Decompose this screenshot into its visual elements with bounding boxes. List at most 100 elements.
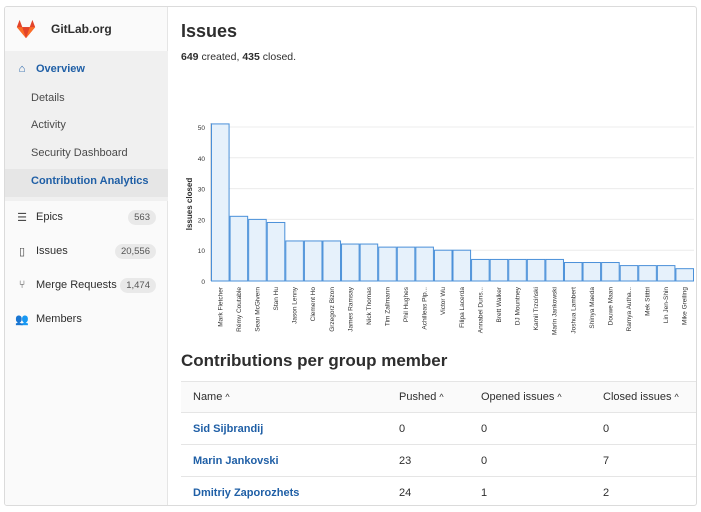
merge-requests-count-badge: 1,474 <box>120 277 156 293</box>
x-tick-label: Joshua Lambert <box>570 287 577 334</box>
closed-issues-cell: 0 <box>603 422 610 435</box>
chart-bar <box>211 123 230 282</box>
issues-icon: ▯ <box>18 245 26 258</box>
sidebar-item-label: Merge Requests <box>36 279 117 291</box>
chart-bar <box>452 249 472 282</box>
opened-issues-cell: 0 <box>481 422 488 435</box>
y-tick-label: 30 <box>198 187 206 194</box>
sort-icon: ^ <box>225 392 230 402</box>
sidebar-item-label: Members <box>36 313 82 325</box>
table-row: Sid Sijbrandij 0 0 0 <box>181 413 696 445</box>
section-title-contributions: Contributions per group member <box>181 351 448 370</box>
column-header-name[interactable]: Name ^ <box>193 391 230 403</box>
group-header[interactable]: GitLab.org <box>5 7 168 51</box>
chart-bar <box>303 240 323 282</box>
chart-bar <box>415 246 434 282</box>
x-tick-label: Filipa Lacerda <box>459 287 466 328</box>
y-tick-label: 10 <box>198 248 206 255</box>
page-title: Issues <box>181 21 238 41</box>
closed-label: closed. <box>262 51 297 63</box>
pushed-cell: 0 <box>399 422 406 435</box>
app-window: GitLab.org ⌂ Overview Details Activity S… <box>4 6 697 506</box>
pushed-cell: 23 <box>399 454 412 467</box>
chart-bar <box>675 268 694 282</box>
opened-issues-cell: 0 <box>481 454 488 467</box>
main-content: Issues 649 created, 435 closed. 0 10 20 30 4… <box>181 7 696 505</box>
sidebar-subitem-activity[interactable]: Activity <box>31 119 66 131</box>
chart-bar <box>471 258 490 282</box>
x-tick-label: Tim Zallmann <box>384 287 391 327</box>
sidebar-item-issues[interactable]: ▯ Issues 20,556 <box>5 237 168 265</box>
epic-icon: ☰ <box>17 211 27 224</box>
y-tick-label: 0 <box>201 279 205 286</box>
sort-icon: ^ <box>439 392 444 402</box>
y-tick-label: 20 <box>198 217 206 224</box>
chart-bar <box>378 246 397 282</box>
x-tick-label: James Ramsay <box>347 286 354 332</box>
closed-issues-cell: 2 <box>603 486 610 499</box>
y-tick-label: 40 <box>198 156 206 163</box>
x-tick-label: Annabel Duns... <box>477 287 484 333</box>
x-tick-label: Douwe Maan <box>607 287 614 326</box>
x-tick-label: Marin Jankowski <box>552 287 559 335</box>
sidebar-item-epics[interactable]: ☰ Epics 563 <box>5 203 168 231</box>
sidebar-item-merge-requests[interactable]: ⑂ Merge Requests 1,474 <box>5 271 168 299</box>
issues-count-badge: 20,556 <box>114 243 156 259</box>
chart-bar <box>638 265 657 282</box>
issues-summary: 649 created, 435 closed. <box>181 51 296 63</box>
epics-count-badge: 563 <box>128 209 156 225</box>
table-row: Marin Jankovski 23 0 7 <box>181 445 696 477</box>
sidebar-subitem-details[interactable]: Details <box>31 92 65 104</box>
x-tick-label: Ramya Autha... <box>626 287 633 332</box>
member-name-link[interactable]: Sid Sijbrandij <box>193 422 264 435</box>
x-tick-label: Mike Greiling <box>682 287 689 325</box>
chart-bar <box>341 243 360 282</box>
column-header-pushed[interactable]: Pushed ^ <box>399 391 444 403</box>
member-name-link[interactable]: Marin Jankovski <box>193 454 279 467</box>
chart-bar <box>619 265 639 282</box>
x-tick-label: Nick Thomas <box>366 286 373 325</box>
column-header-closed-issues[interactable]: Closed issues ^ <box>603 391 679 403</box>
chart-bar <box>582 262 602 282</box>
sidebar-item-overview[interactable]: ⌂ Overview <box>5 55 168 83</box>
x-tick-label: DJ Mountney <box>515 286 522 325</box>
chart-bar <box>248 218 267 282</box>
sort-icon: ^ <box>674 392 679 402</box>
chart-bar <box>526 258 546 282</box>
x-tick-label: Stan Hu <box>273 287 280 311</box>
x-tick-label: Victor Wu <box>440 287 447 315</box>
chart-bar <box>563 262 583 282</box>
issues-closed-chart: 0 10 20 30 40 50 Issues closed Mark Fletcher Rém… <box>185 123 694 335</box>
chart-bar <box>601 262 620 282</box>
chart-bar <box>545 258 564 282</box>
contributions-table: Name ^ Pushed ^ Opened issues ^ Closed issu… <box>181 381 696 505</box>
sidebar-item-label: Issues <box>36 245 68 257</box>
opened-issues-cell: 1 <box>481 486 488 499</box>
home-icon: ⌂ <box>18 63 26 75</box>
closed-issues-cell: 7 <box>603 454 610 467</box>
x-tick-label: Mark Fletcher <box>217 286 224 327</box>
sidebar-subitem-contribution-analytics[interactable]: Contribution Analytics <box>31 175 149 187</box>
group-name: GitLab.org <box>51 22 112 36</box>
sidebar-item-label: Overview <box>36 63 85 75</box>
pushed-cell: 24 <box>399 486 412 499</box>
x-tick-label: Mek Stittri <box>645 287 652 316</box>
active-subitem-highlight <box>5 169 168 197</box>
x-tick-label: Brett Walker <box>496 286 503 322</box>
x-tick-label: Lin Jen-Shin <box>663 287 670 324</box>
chart-bar <box>359 243 379 282</box>
sidebar: GitLab.org ⌂ Overview Details Activity S… <box>5 7 168 505</box>
merge-request-icon: ⑂ <box>18 279 26 291</box>
x-tick-label: Clement Ho <box>310 287 317 322</box>
chart-bar <box>229 215 249 282</box>
x-tick-label: Kamil Trzciński <box>533 287 540 330</box>
chart-bar <box>508 258 527 282</box>
sidebar-subitem-security-dashboard[interactable]: Security Dashboard <box>31 147 128 159</box>
table-row: Dmitriy Zaporozhets 24 1 2 <box>181 477 696 505</box>
member-name-link[interactable]: Dmitriy Zaporozhets <box>193 486 300 499</box>
sidebar-item-members[interactable]: 👥 Members <box>5 305 168 333</box>
closed-count: 435 <box>242 51 260 63</box>
created-label: created, <box>201 51 240 63</box>
column-header-opened-issues[interactable]: Opened issues ^ <box>481 391 562 403</box>
y-tick-label: 50 <box>198 125 206 132</box>
